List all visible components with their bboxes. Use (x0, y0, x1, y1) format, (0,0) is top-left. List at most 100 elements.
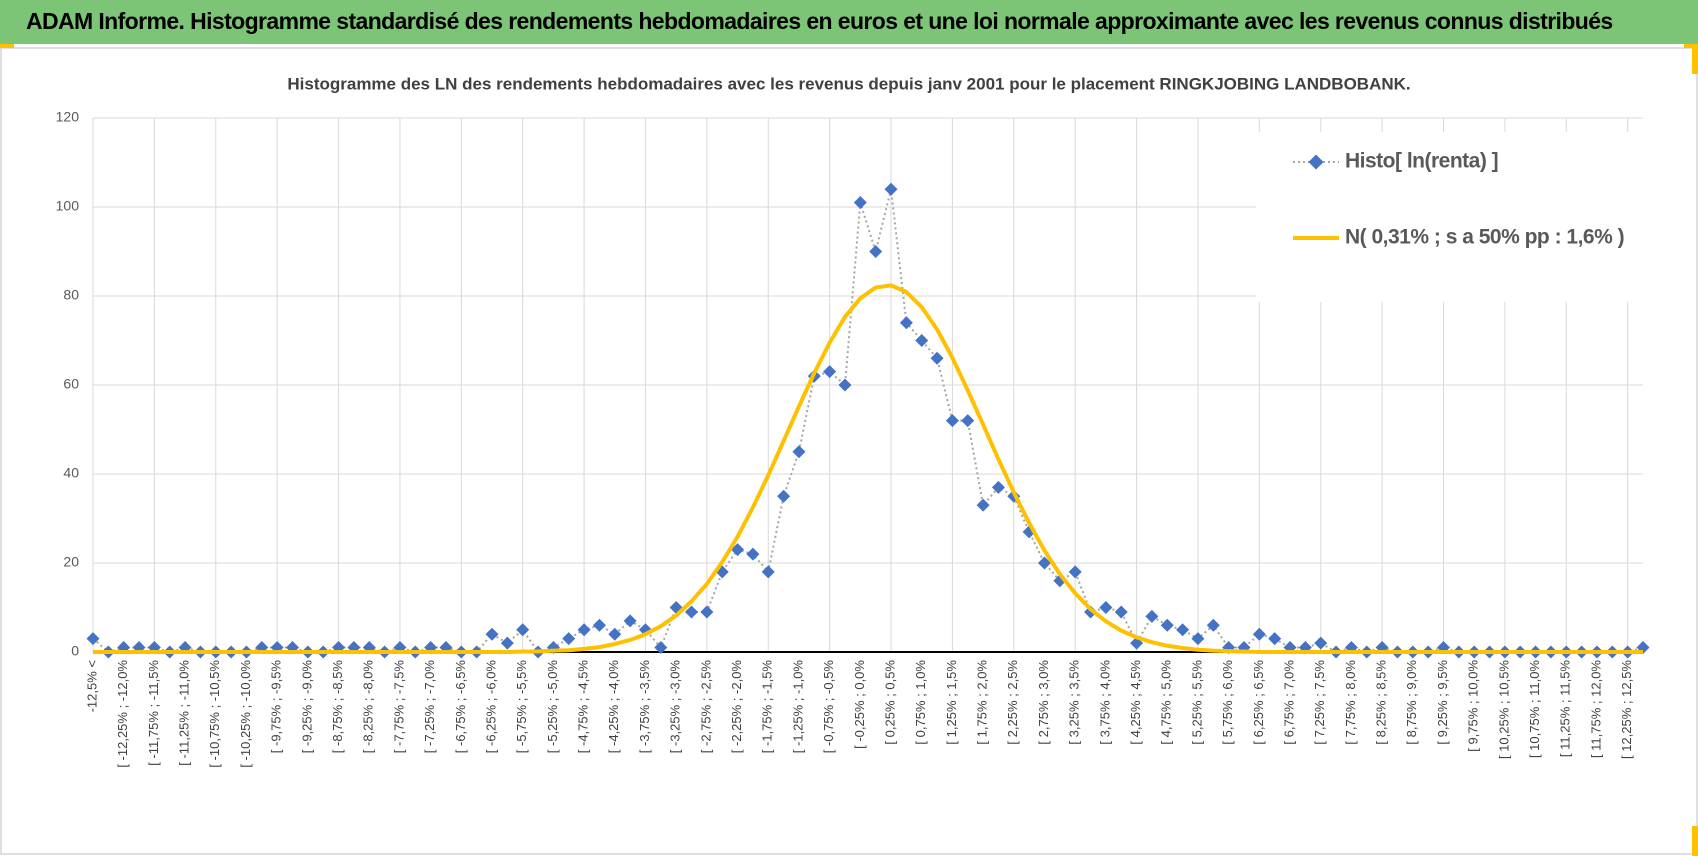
x-tick-label: [ -5,25% ; -5,0% (545, 660, 560, 754)
corner (1692, 826, 1698, 856)
data-point (746, 547, 760, 561)
x-tick-label: [ 5,75% ; 6,0% (1220, 660, 1235, 745)
data-point (915, 334, 929, 347)
data-point (899, 316, 913, 330)
x-tick-label: [ 2,25% ; 2,5% (1005, 660, 1020, 745)
series-line (93, 283, 1643, 654)
corner (1692, 44, 1698, 74)
x-tick-label: [ -2,75% ; -2,5% (698, 660, 713, 754)
x-tick-label: [ -1,25% ; -1,0% (790, 660, 805, 754)
x-tick-label: [ -8,25% ; -8,0% (361, 660, 376, 754)
x-tick-label: [ 1,25% ; 1,5% (944, 660, 959, 745)
data-point (884, 182, 898, 196)
series-line (92, 188, 1644, 653)
x-tick-label: [ -11,25% ; -11,0% (177, 660, 192, 766)
x-tick-label: [ 3,75% ; 4,0% (1097, 660, 1112, 745)
data-point (945, 414, 959, 428)
data-point (961, 414, 975, 428)
x-tick-label: [ 11,25% ; 11,5% (1558, 660, 1573, 758)
data-point (1068, 565, 1082, 579)
x-tick-label: [ -4,75% ; -4,5% (576, 660, 591, 754)
data-point (654, 641, 668, 655)
x-tick-label: [ 10,25% ; 10,5% (1496, 660, 1511, 759)
data-point (869, 245, 883, 258)
x-tick-label: [ 2,75% ; 3,0% (1036, 660, 1051, 745)
x-tick-label: [ 6,25% ; 6,5% (1251, 660, 1266, 745)
data-point (1022, 525, 1036, 539)
x-tick-label: [ -3,75% ; -3,5% (637, 660, 652, 754)
x-tick-label: [ 0,25% ; 0,5% (882, 660, 897, 745)
x-tick-label: [ -10,75% ; -10,5% (207, 660, 222, 768)
y-tick-label: 60 (63, 376, 79, 392)
x-tick-label: [ -4,25% ; -4,0% (606, 660, 621, 754)
legend-label: Histo[ ln(renta) ] (1345, 150, 1498, 173)
chart-title: Histogramme des LN des rendements hebdom… (287, 74, 1410, 93)
x-tick-label: [ 8,75% ; 9,0% (1404, 660, 1419, 745)
data-point (1176, 623, 1190, 637)
data-point (1037, 556, 1051, 570)
data-point (761, 565, 775, 579)
data-point (1314, 636, 1328, 650)
x-tick-label: [ 4,75% ; 5,0% (1159, 660, 1174, 745)
x-tick-label: [ -7,75% ; -7,5% (391, 660, 406, 754)
x-tick-label: [ 8,25% ; 8,5% (1374, 660, 1389, 745)
data-point (991, 480, 1005, 494)
x-tick-label: [ -11,75% ; -11,5% (146, 660, 161, 766)
x-tick-label: [ -6,75% ; -6,5% (453, 660, 468, 754)
data-point (838, 378, 852, 392)
x-tick-label: [ -0,25% ; 0,0% (852, 660, 867, 749)
data-point (792, 445, 806, 459)
legend-marker (1308, 154, 1324, 170)
data-point (777, 489, 791, 503)
data-point (853, 196, 867, 210)
y-tick-label: 120 (56, 109, 80, 125)
x-tick-label: [ -9,25% ; -9,0% (299, 660, 314, 754)
x-tick-label: [ 3,25% ; 3,5% (1067, 660, 1082, 745)
data-point (1268, 632, 1282, 646)
x-tick-label: [ 9,25% ; 9,5% (1435, 660, 1450, 745)
x-tick-label: [ 5,25% ; 5,5% (1189, 660, 1204, 745)
x-tick-label: [ 11,75% ; 12,0% (1588, 660, 1603, 758)
data-point (1206, 618, 1220, 632)
x-tick-label: [ 10,75% ; 11,0% (1527, 660, 1542, 758)
x-tick-label: [ -3,25% ; -3,0% (668, 660, 683, 754)
header-bar: ADAM Informe. Histogramme standardisé de… (0, 0, 1698, 44)
x-tick-label: -12,5% < (84, 660, 99, 712)
data-point (700, 605, 714, 619)
x-tick-label: [ -2,25% ; -2,0% (729, 660, 744, 754)
header-title: ADAM Informe. Histogramme standardisé de… (26, 8, 1613, 34)
data-point (485, 627, 499, 641)
data-point (976, 498, 990, 512)
y-tick-label: 100 (56, 198, 80, 214)
data-point (608, 627, 622, 641)
x-tick-label: [ -8,75% ; -8,5% (330, 660, 345, 754)
data-point (1145, 609, 1159, 623)
data-point (86, 632, 100, 646)
data-point (1160, 618, 1174, 632)
x-tick-label: [ 7,75% ; 8,0% (1343, 660, 1358, 745)
x-tick-label: [ 0,75% ; 1,0% (913, 660, 928, 745)
data-point (623, 614, 637, 628)
x-tick-label: [ -1,75% ; -1,5% (760, 660, 775, 754)
x-tick-label: [ -12,25% ; -12,0% (115, 660, 130, 768)
y-tick-label: 80 (63, 287, 79, 303)
data-point (577, 623, 591, 637)
x-tick-label: [ -6,25% ; -6,0% (483, 660, 498, 754)
corner (0, 44, 14, 48)
data-point (1099, 601, 1113, 614)
data-point (1114, 605, 1128, 619)
data-point (592, 618, 606, 632)
chart: Histogramme des LN des rendements hebdom… (0, 44, 1698, 856)
x-tick-label: [ -9,75% ; -9,5% (269, 660, 284, 754)
data-point (731, 543, 745, 557)
y-tick-label: 40 (63, 465, 79, 481)
data-point (1191, 632, 1205, 646)
corner (1684, 44, 1698, 48)
x-tick-label: [ -7,25% ; -7,0% (422, 660, 437, 754)
data-point (1252, 627, 1266, 641)
x-tick-label: [ 6,75% ; 7,0% (1281, 660, 1296, 745)
x-tick-label: [ 1,75% ; 2,0% (975, 660, 990, 745)
data-point (930, 351, 944, 365)
x-tick-label: [ 9,75% ; 10,0% (1466, 660, 1481, 752)
